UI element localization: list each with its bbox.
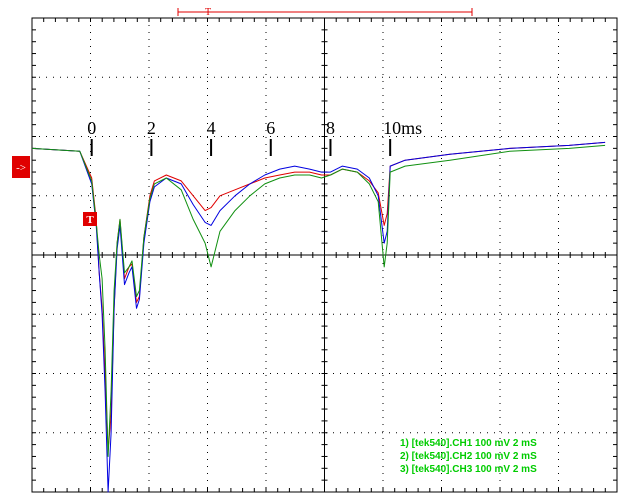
time-marker-label: 8 bbox=[326, 118, 335, 138]
legend-entry: 3) [tek540].CH3 100 mV 2 mS bbox=[400, 464, 537, 475]
legend-entry: 1) [tek540].CH1 100 mV 2 mS bbox=[400, 438, 537, 449]
time-marker-label: 10ms bbox=[383, 118, 422, 138]
grid bbox=[31, 17, 618, 493]
time-markers: 0 2 4 6 8 10ms bbox=[87, 118, 422, 156]
trace-ch2 bbox=[31, 141, 606, 493]
traces bbox=[31, 141, 606, 493]
trigger-bar-label: T bbox=[205, 7, 211, 18]
time-marker-label: 6 bbox=[266, 118, 275, 138]
time-marker-label: 4 bbox=[207, 118, 216, 138]
time-marker-label: 2 bbox=[147, 118, 156, 138]
channel-ground-marker: -> bbox=[12, 156, 30, 178]
trigger-marker: T bbox=[83, 212, 97, 226]
legend-entry: 2) [tek540].CH2 100 mV 2 mS bbox=[400, 451, 537, 462]
trigger-position-bar: T bbox=[177, 7, 473, 18]
trigger-marker-label: T bbox=[86, 214, 94, 226]
time-marker-label: 0 bbox=[87, 118, 96, 138]
channel-legend: 1) [tek540].CH1 100 mV 2 mS 2) [tek540].C… bbox=[400, 438, 537, 475]
trace-ch3 bbox=[31, 144, 606, 457]
channel-marker-label: -> bbox=[16, 162, 26, 174]
